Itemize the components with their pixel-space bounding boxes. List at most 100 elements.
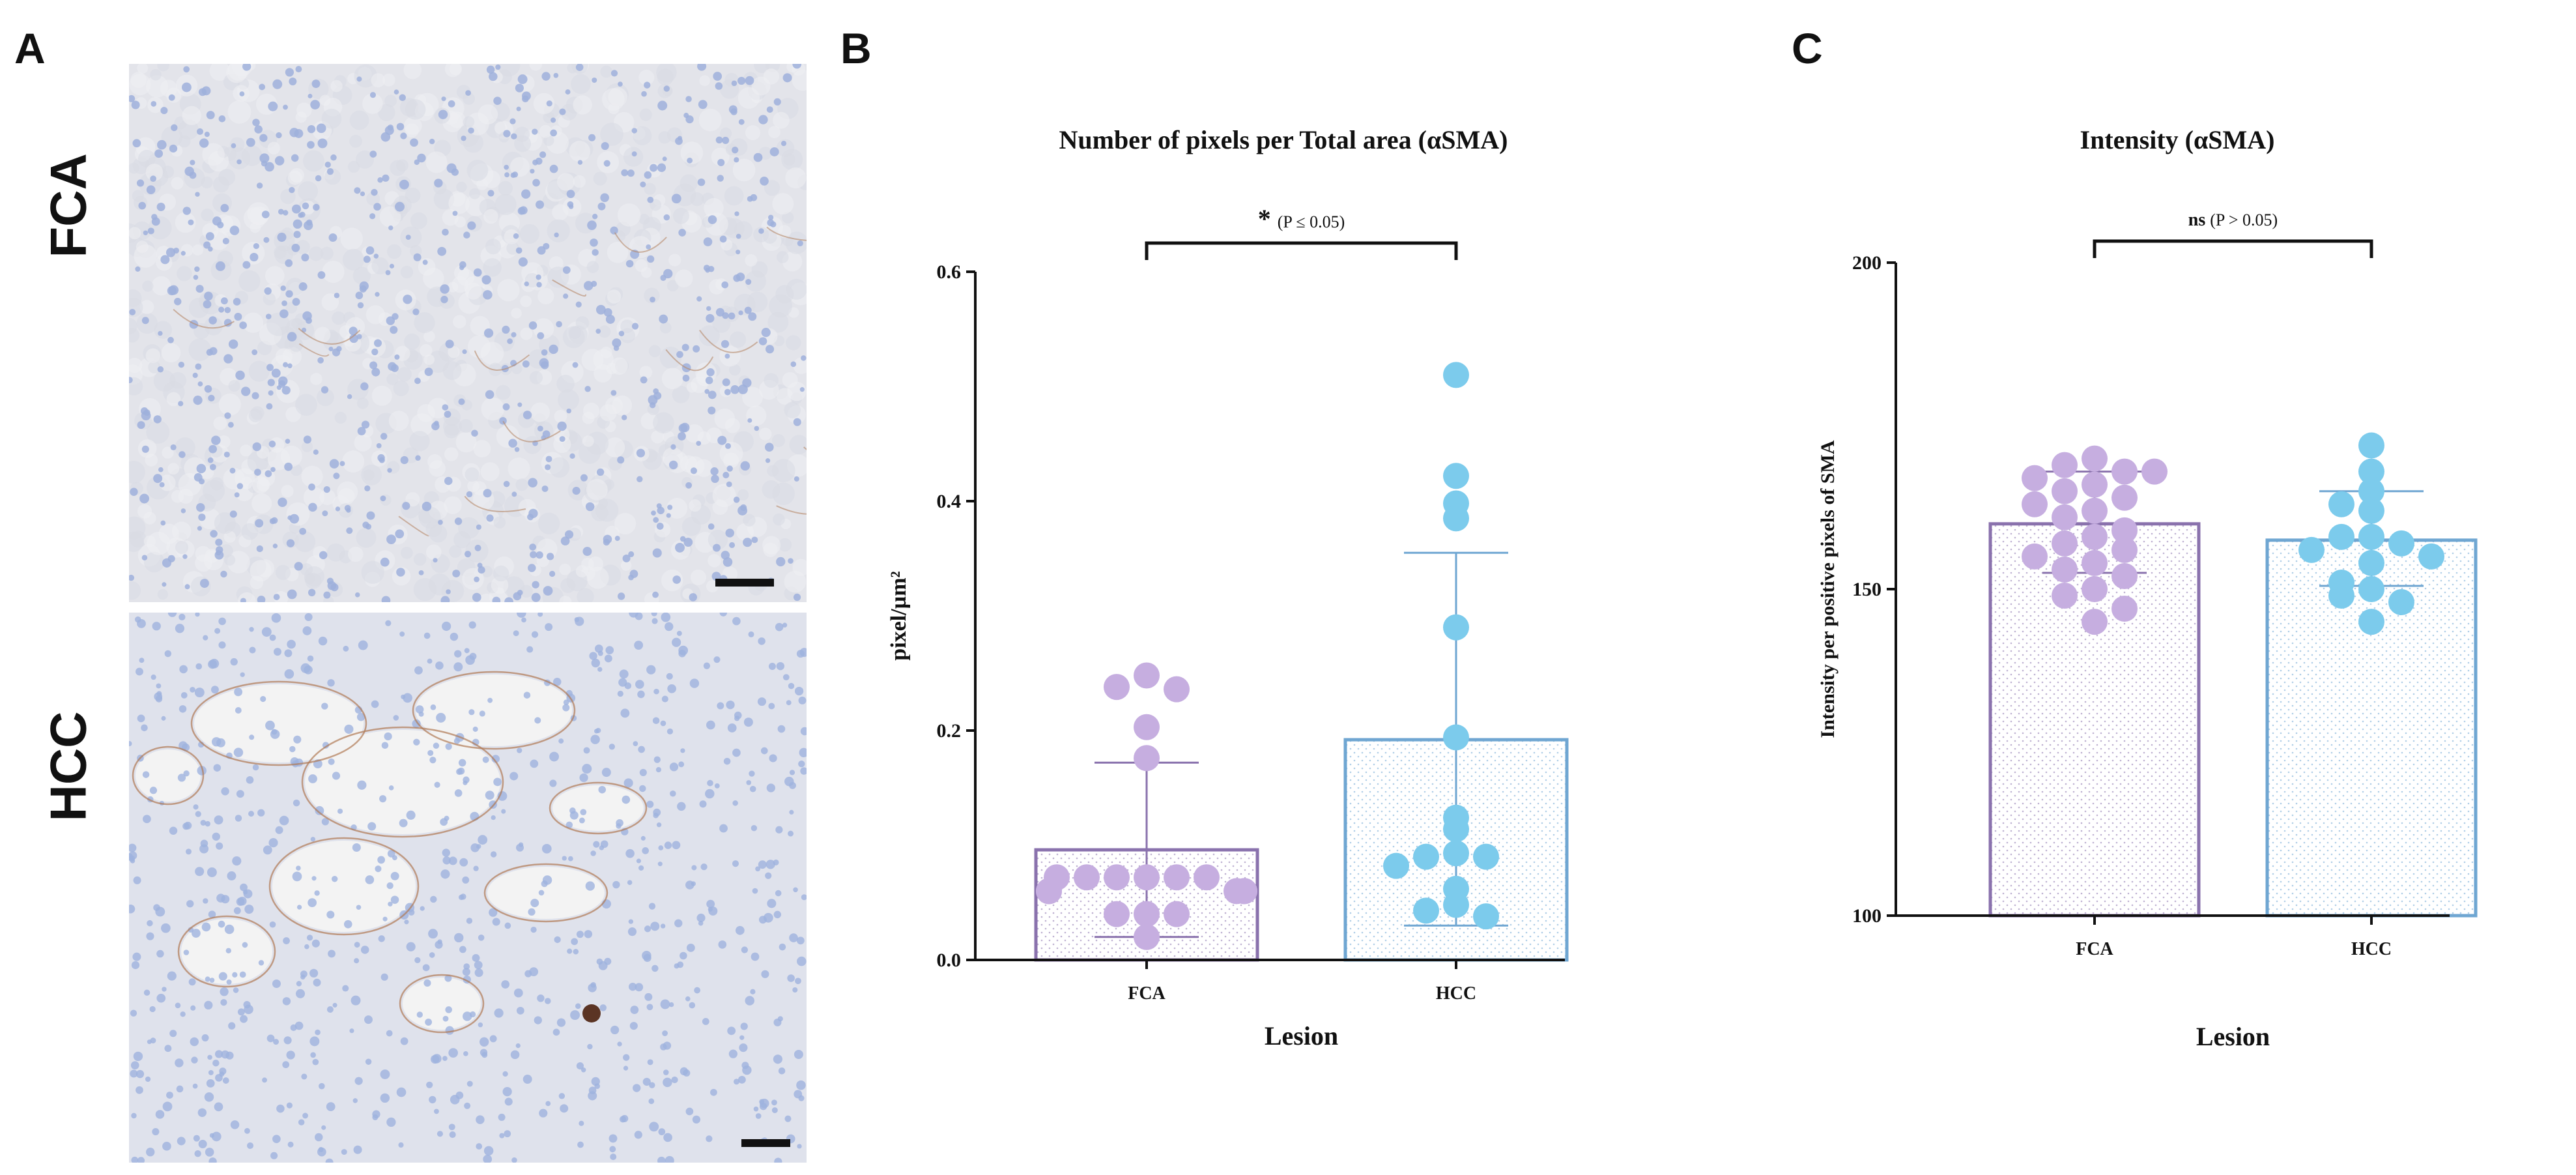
cell-nucleus bbox=[452, 210, 458, 216]
cell-texture bbox=[666, 280, 679, 292]
cell-texture bbox=[296, 240, 310, 255]
cell-nucleus bbox=[739, 1035, 745, 1040]
cell-nucleus bbox=[723, 557, 733, 567]
cell-nucleus bbox=[478, 935, 485, 941]
cell-nucleus bbox=[160, 520, 166, 526]
cell-nucleus bbox=[646, 244, 651, 250]
cell-nucleus bbox=[214, 1102, 223, 1112]
cell-nucleus bbox=[499, 1133, 505, 1139]
cell-texture bbox=[410, 212, 427, 229]
scale-bar bbox=[715, 579, 774, 587]
cell-nucleus bbox=[689, 678, 700, 688]
cell-texture bbox=[607, 241, 629, 263]
cell-texture bbox=[143, 535, 156, 547]
data-point-hcc bbox=[2358, 576, 2384, 602]
scale-bar bbox=[741, 1139, 790, 1147]
cell-texture bbox=[167, 463, 180, 475]
cell-nucleus bbox=[672, 841, 681, 850]
cell-nucleus bbox=[546, 100, 552, 107]
cell-nucleus bbox=[179, 613, 186, 621]
cell-nucleus bbox=[252, 119, 260, 126]
cell-nucleus bbox=[545, 456, 552, 463]
cell-nucleus bbox=[240, 598, 246, 602]
cell-nucleus bbox=[776, 661, 785, 671]
cell-nucleus bbox=[596, 468, 605, 476]
cell-nucleus bbox=[216, 842, 223, 850]
cell-nucleus bbox=[301, 254, 309, 262]
cell-nucleus bbox=[210, 530, 218, 538]
cell-nucleus bbox=[446, 589, 451, 594]
cell-nucleus bbox=[696, 441, 702, 446]
cell-nucleus bbox=[143, 815, 151, 824]
cell-nucleus bbox=[139, 658, 145, 663]
cell-texture bbox=[171, 490, 184, 503]
cell-nucleus bbox=[301, 1073, 308, 1080]
cell-nucleus bbox=[646, 665, 656, 675]
cell-nucleus bbox=[737, 506, 748, 515]
cell-texture bbox=[485, 239, 502, 255]
cell-nucleus bbox=[179, 665, 188, 674]
cell-nucleus bbox=[639, 768, 647, 776]
cell-nucleus bbox=[266, 364, 274, 371]
cell-texture bbox=[463, 132, 483, 153]
cell-texture bbox=[455, 431, 477, 453]
cell-nucleus bbox=[463, 231, 470, 239]
cell-nucleus bbox=[418, 711, 424, 717]
cell-texture bbox=[413, 577, 437, 602]
cell-nucleus bbox=[369, 151, 377, 158]
cell-nucleus bbox=[276, 1104, 285, 1113]
cell-texture bbox=[608, 87, 628, 107]
cell-nucleus bbox=[577, 160, 583, 165]
chart-b: Number of pixels per Total area (αSMA)0.… bbox=[887, 125, 1569, 1051]
cell-texture bbox=[159, 474, 176, 491]
cell-nucleus bbox=[261, 627, 272, 637]
cell-nucleus bbox=[429, 952, 435, 958]
cell-nucleus bbox=[474, 576, 479, 583]
cell-nucleus bbox=[715, 308, 724, 317]
cell-nucleus bbox=[309, 968, 319, 978]
cell-nucleus bbox=[155, 695, 163, 703]
cell-nucleus bbox=[326, 168, 334, 175]
cell-nucleus bbox=[375, 865, 382, 873]
cell-nucleus bbox=[161, 923, 171, 933]
cell-nucleus bbox=[236, 159, 242, 165]
cell-nucleus bbox=[396, 568, 405, 577]
cell-nucleus bbox=[384, 126, 394, 136]
cell-nucleus bbox=[713, 656, 721, 663]
cell-nucleus bbox=[571, 938, 579, 946]
cell-nucleus bbox=[652, 717, 660, 724]
cell-nucleus bbox=[786, 700, 792, 706]
cell-nucleus bbox=[380, 433, 388, 440]
cell-nucleus bbox=[179, 451, 186, 458]
cell-texture bbox=[496, 384, 511, 400]
cell-texture bbox=[413, 553, 427, 566]
cell-nucleus bbox=[647, 196, 654, 203]
cell-nucleus bbox=[254, 469, 261, 476]
cell-nucleus bbox=[440, 284, 450, 294]
cell-nucleus bbox=[379, 457, 385, 463]
cell-nucleus bbox=[515, 247, 522, 254]
cell-nucleus bbox=[788, 830, 794, 837]
cell-texture bbox=[772, 193, 794, 215]
cell-texture bbox=[442, 361, 462, 381]
cell-nucleus bbox=[208, 910, 216, 918]
cell-nucleus bbox=[634, 1131, 642, 1139]
cell-nucleus bbox=[623, 1066, 629, 1071]
cell-texture bbox=[308, 246, 324, 261]
cell-texture bbox=[771, 459, 795, 483]
cell-nucleus bbox=[531, 592, 541, 602]
cell-nucleus bbox=[227, 871, 236, 881]
cell-nucleus bbox=[183, 66, 190, 73]
cell-nucleus bbox=[147, 227, 154, 235]
cell-texture bbox=[620, 328, 636, 343]
cell-texture bbox=[497, 64, 521, 77]
cell-nucleus bbox=[766, 783, 775, 792]
cell-nucleus bbox=[150, 675, 156, 680]
cell-texture bbox=[786, 335, 801, 351]
cell-texture bbox=[745, 254, 758, 267]
cell-nucleus bbox=[353, 1145, 362, 1154]
cell-nucleus bbox=[608, 744, 615, 750]
cell-nucleus bbox=[131, 1112, 137, 1119]
cell-nucleus bbox=[445, 743, 452, 750]
cell-nucleus bbox=[717, 435, 727, 445]
